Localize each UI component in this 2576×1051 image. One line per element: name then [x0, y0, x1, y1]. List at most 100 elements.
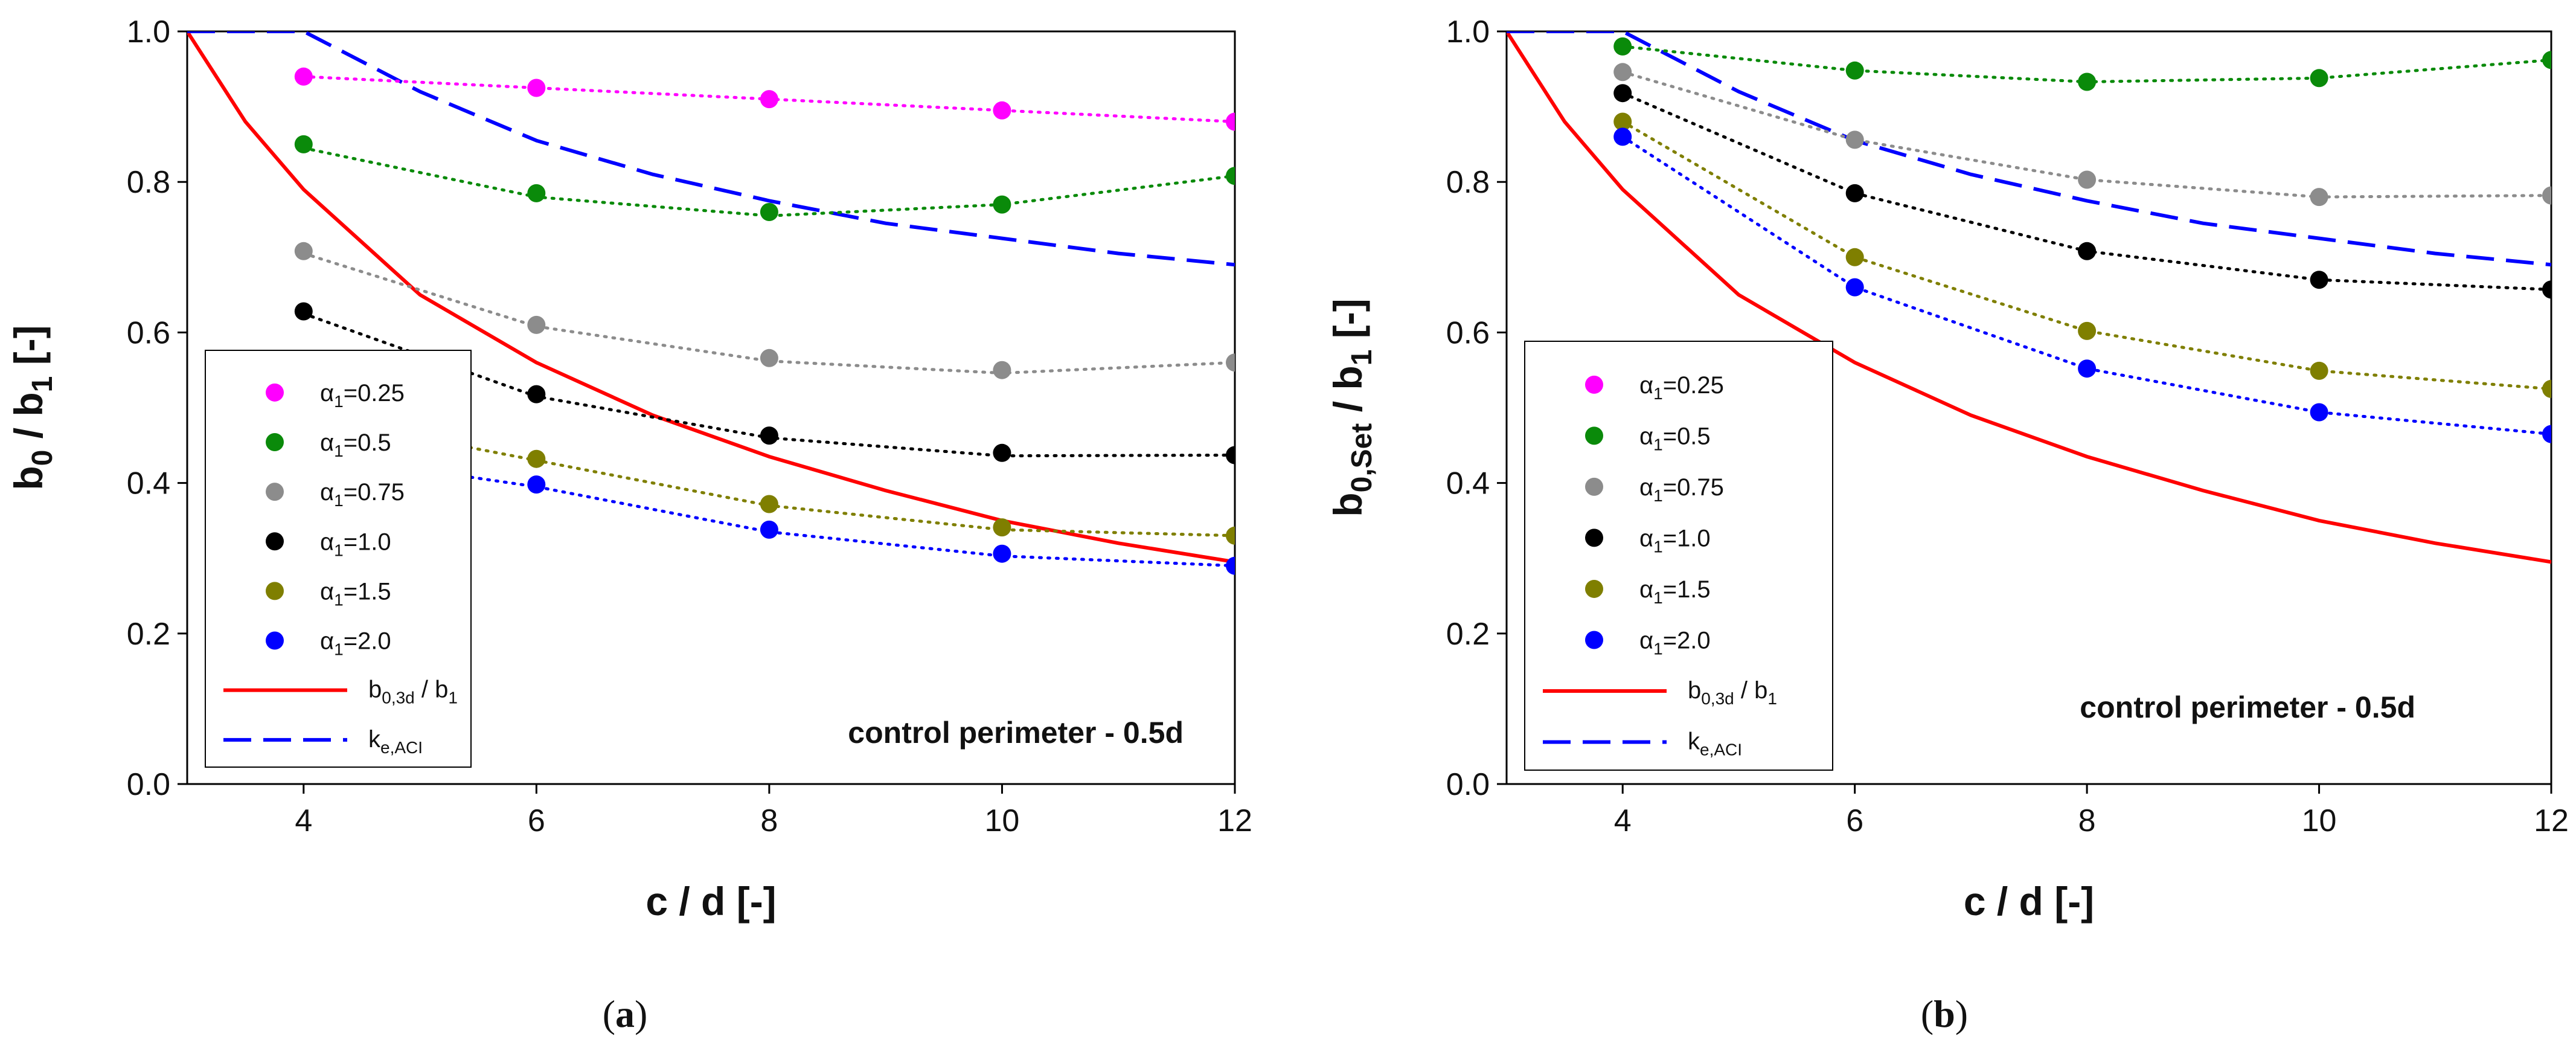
legend-label: α1=0.25	[1639, 372, 1724, 403]
data-point	[1845, 278, 1864, 297]
data-point	[1226, 556, 1235, 575]
series-fit-line	[1621, 135, 2551, 436]
plot-area	[187, 31, 1235, 575]
legend-label: α1=0.5	[320, 429, 391, 460]
legend-symbol: α	[1639, 474, 1653, 501]
legend-marker	[1585, 529, 1603, 547]
legend-label: α1=0.75	[1639, 474, 1724, 505]
data-point	[1226, 112, 1235, 131]
legend-rest: =0.5	[1663, 423, 1711, 449]
legend-marker	[266, 383, 284, 402]
data-point	[294, 67, 313, 86]
annotation-control-perimeter: control perimeter - 0.5d	[848, 716, 1184, 750]
legend-sub: 1	[334, 442, 344, 460]
data-point	[2078, 242, 2097, 260]
y-axis-label: b0 / b1 [-]	[6, 325, 59, 490]
data-point	[527, 449, 546, 468]
plot-area	[1507, 31, 2551, 564]
data-point	[760, 90, 778, 109]
legend-base: b	[1688, 677, 1701, 704]
y-label-unit: [-]	[1325, 298, 1370, 349]
x-tick-label: 10	[2302, 803, 2337, 838]
x-axis-label: c / d [-]	[1964, 879, 2094, 924]
data-point	[1613, 37, 1632, 56]
legend-sub: 1	[334, 541, 344, 559]
x-tick-label: 8	[760, 803, 778, 838]
ke-aci-curve	[187, 31, 1235, 267]
legend-base: k	[1688, 728, 1700, 755]
legend-marker	[266, 483, 284, 501]
legend-label: b0,3d / b1	[368, 677, 458, 707]
x-tick-label: 8	[2078, 803, 2096, 838]
legend-symbol: α	[320, 429, 334, 456]
y-label-mid: / b	[6, 392, 51, 449]
y-label-base: b	[1325, 492, 1370, 516]
legend-label: b0,3d / b1	[1688, 677, 1777, 708]
legend-rest: =2.0	[1663, 627, 1711, 654]
data-point	[760, 495, 778, 513]
legend: α1=0.25α1=0.5α1=0.75α1=1.0α1=1.5α1=2.0b0…	[205, 350, 472, 768]
legend-sub: 1	[1653, 486, 1663, 505]
legend-label: ke,ACI	[368, 726, 423, 757]
legend-label: α1=2.0	[1639, 627, 1711, 658]
chart-panel-a: 0.00.20.40.60.81.04 6 8 10 12c / d [-]b0 / b…	[6, 14, 1252, 1035]
legend-rest: / b	[415, 677, 449, 703]
y-tick-label: 1.0	[127, 14, 170, 50]
legend-label: α1=1.5	[320, 578, 391, 609]
legend-sub: 1	[1767, 689, 1777, 708]
y-label-base: b	[6, 466, 51, 490]
legend-label: α1=0.75	[320, 479, 405, 510]
data-point	[1613, 84, 1632, 103]
y-tick-label: 0.6	[127, 315, 170, 350]
data-point	[2310, 361, 2328, 380]
legend-symbol: α	[1639, 576, 1653, 603]
legend-label: α1=1.5	[1639, 576, 1711, 607]
legend-rest: =1.5	[1663, 576, 1711, 603]
x-tick-label: 6	[528, 803, 545, 838]
data-point	[1845, 130, 1864, 149]
y-tick-label: 0.4	[1446, 466, 1490, 501]
y-tick-label: 0.6	[1446, 315, 1490, 350]
y-label-sub: 0	[27, 450, 59, 466]
annotation-control-perimeter: control perimeter - 0.5d	[2080, 690, 2415, 724]
series-fit-line	[1621, 120, 2551, 391]
caption-paren: (	[603, 992, 615, 1035]
x-tick-label: 12	[1217, 803, 1252, 838]
legend-label: ke,ACI	[1688, 728, 1742, 759]
panel-caption: (a)	[603, 992, 648, 1035]
x-tick-label: 10	[985, 803, 1020, 838]
y-tick-label: 0.4	[127, 466, 170, 501]
caption-letter: a	[615, 992, 635, 1035]
data-point	[294, 135, 313, 153]
caption-paren: )	[635, 992, 647, 1035]
legend-symbol: α	[320, 479, 334, 506]
legend-sub: 1	[1653, 588, 1663, 607]
legend-marker	[266, 432, 284, 451]
b03d-curve	[1507, 31, 2551, 564]
x-tick-label: 12	[2534, 803, 2569, 838]
data-point	[294, 242, 313, 260]
legend-base: k	[368, 726, 381, 753]
ke-aci-curve	[1507, 31, 2551, 267]
data-point	[2078, 170, 2097, 189]
legend-rest: =0.25	[344, 380, 405, 407]
data-point	[2542, 186, 2551, 205]
legend-sub: 1	[1653, 639, 1663, 658]
x-tick-label: 4	[295, 803, 312, 838]
data-point	[527, 385, 546, 403]
legend-sub: 1	[334, 590, 344, 609]
legend-label: α1=1.0	[1639, 525, 1711, 556]
data-point	[2542, 425, 2551, 443]
legend-label: α1=1.0	[320, 529, 391, 559]
y-label-unit: [-]	[6, 325, 51, 376]
y-tick-label: 0.2	[127, 617, 170, 652]
legend-symbol: α	[320, 529, 334, 555]
legend-rest: / b	[1734, 677, 1768, 704]
legend-sub: e,ACI	[1700, 741, 1742, 759]
legend-label: α1=0.25	[320, 380, 405, 411]
plot-frame	[186, 30, 1236, 785]
y-tick-label: 0.0	[127, 767, 170, 802]
data-point	[2078, 321, 2097, 340]
legend-sub: 1	[334, 640, 344, 659]
data-point	[2310, 271, 2328, 289]
